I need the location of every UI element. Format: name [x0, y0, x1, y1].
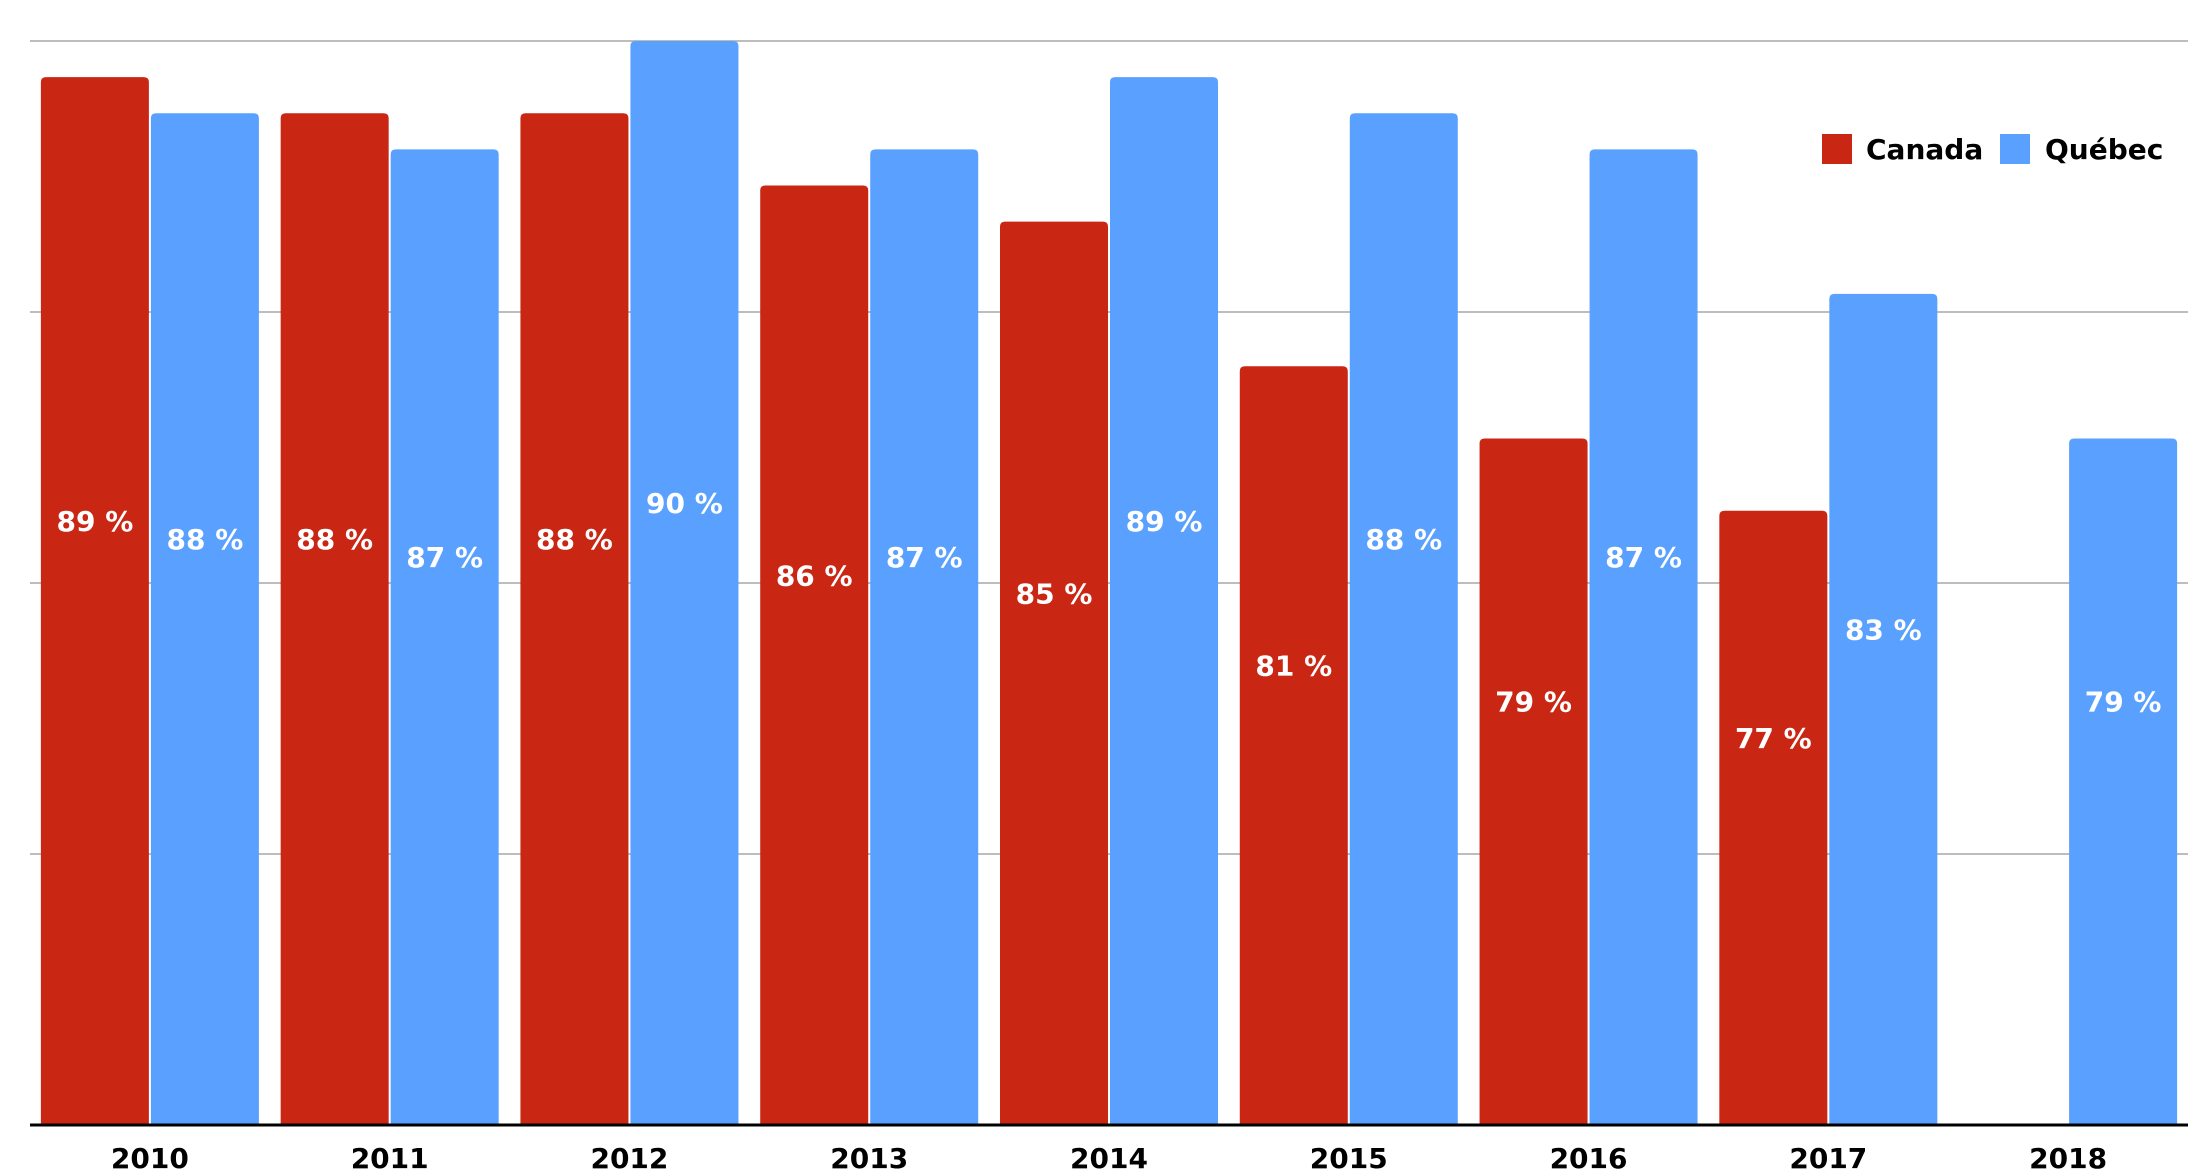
data-label: 83 % [1845, 613, 1922, 646]
data-label: 89 % [56, 505, 133, 538]
legend: Canada Québec [1822, 133, 2163, 166]
bar-canada-2010 [40, 77, 149, 1126]
bar-qubec-2013 [870, 149, 979, 1125]
bar-qubec-2012 [630, 41, 739, 1125]
data-label: 79 % [2085, 686, 2162, 719]
data-label: 87 % [406, 541, 483, 574]
data-label: 87 % [1605, 541, 1682, 574]
x-tick-label: 2017 [1789, 1142, 1867, 1175]
data-label: 89 % [1126, 505, 1203, 538]
x-tick-label: 2012 [590, 1142, 668, 1175]
data-label: 86 % [776, 559, 853, 592]
bar-qubec-2016 [1589, 149, 1698, 1125]
legend-swatch [1822, 134, 1852, 164]
data-label: 88 % [536, 523, 613, 556]
x-tick-label: 2013 [830, 1142, 908, 1175]
legend-swatch [2000, 134, 2030, 164]
data-label: 77 % [1735, 722, 1812, 755]
bar-canada-2013 [760, 185, 869, 1126]
bar-qubec-2014 [1110, 77, 1218, 1126]
x-tick-label: 2010 [111, 1142, 189, 1175]
data-label: 79 % [1495, 686, 1572, 719]
data-label: 88 % [296, 523, 373, 556]
x-tick-label: 2011 [351, 1142, 429, 1175]
bars [40, 41, 2178, 1126]
bar-qubec-2010 [150, 113, 259, 1126]
bar-qubec-2015 [1349, 113, 1458, 1126]
data-label: 87 % [886, 541, 963, 574]
data-label: 85 % [1016, 577, 1093, 610]
bar-labels: 89 % 88 % 88 % 87 % 88 % 90 % 86 % 87 % 85 % 89 %… [56, 487, 2161, 755]
bar-canada-2015 [1239, 366, 1348, 1125]
bar-qubec-2018 [2069, 438, 2178, 1125]
x-tick-labels: 2010 2011 2012 2013 2014 2015 2016 2017 2018 [111, 1142, 2107, 1175]
bar-qubec-2017 [1829, 293, 1938, 1125]
data-label: 88 % [1365, 523, 1442, 556]
x-tick-label: 2016 [1550, 1142, 1628, 1175]
bar-canada-2012 [520, 113, 629, 1126]
bar-canada-2016 [1479, 438, 1588, 1125]
bar-qubec-2011 [390, 149, 499, 1125]
data-label: 88 % [166, 523, 243, 556]
x-tick-label: 2014 [1070, 1142, 1148, 1175]
legend-label: Canada [1866, 133, 1983, 166]
x-tick-label: 2018 [2029, 1142, 2107, 1175]
data-label: 90 % [646, 487, 723, 520]
data-label: 81 % [1255, 650, 1332, 683]
bar-canada-2011 [280, 113, 389, 1126]
x-tick-label: 2015 [1310, 1142, 1388, 1175]
legend-label: Québec [2045, 133, 2163, 166]
bar-canada-2014 [1000, 221, 1108, 1125]
bar-canada-2017 [1719, 510, 1828, 1125]
